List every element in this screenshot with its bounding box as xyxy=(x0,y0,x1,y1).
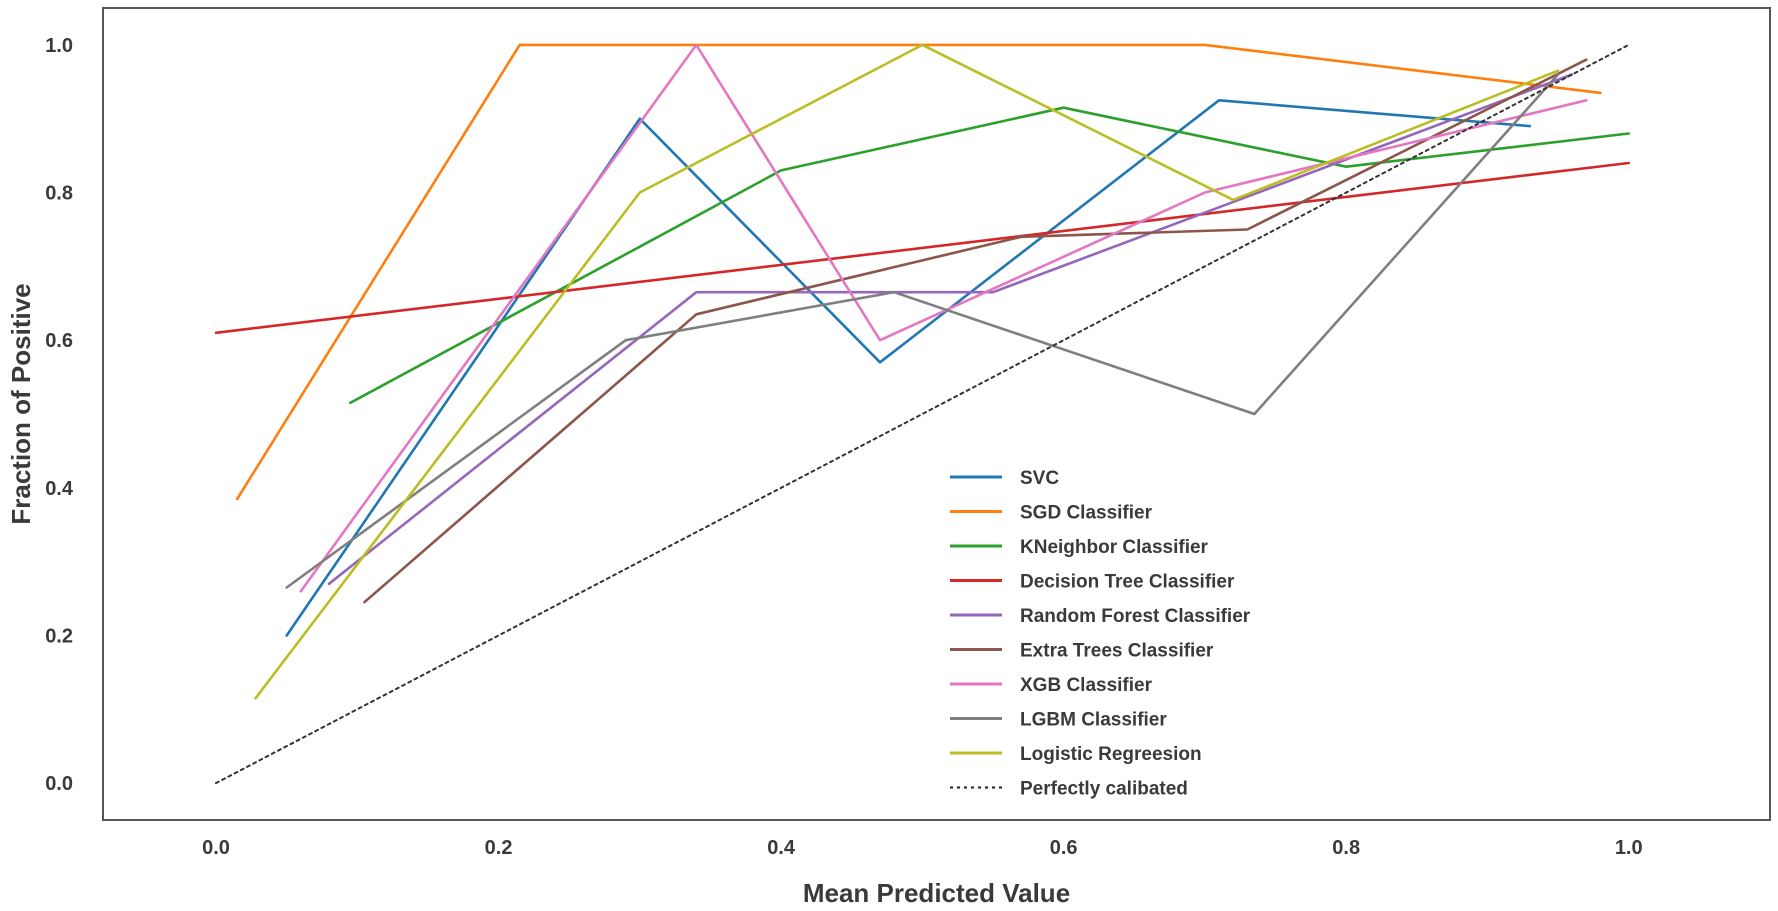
y-tick-label: 1.0 xyxy=(45,35,73,57)
series-line-kneighbor-classifier xyxy=(348,106,1630,405)
legend-label: Extra Trees Classifier xyxy=(1020,641,1214,662)
series-line-sgd-classifier xyxy=(235,43,1602,501)
series-line-extra-trees-classifier xyxy=(363,58,1588,604)
series-line-logistic-regreesion xyxy=(254,43,1560,700)
series-line-svc xyxy=(285,99,1532,637)
y-tick-label: 0.2 xyxy=(45,625,73,647)
x-axis-title: Mean Predicted Value xyxy=(803,878,1070,908)
y-tick-label: 0.4 xyxy=(45,478,74,500)
legend-label: Decision Tree Classifier xyxy=(1020,572,1235,593)
x-tick-label: 0.8 xyxy=(1332,837,1360,859)
y-tick-label: 0.0 xyxy=(45,773,73,795)
plot-frame xyxy=(102,7,1771,821)
legend-label: SVC xyxy=(1020,468,1059,489)
legend-label: LGBM Classifier xyxy=(1020,710,1167,731)
series-line-random-forest-classifier xyxy=(327,73,1574,586)
x-tick-label: 0.0 xyxy=(202,837,230,859)
legend-label: KNeighbor Classifier xyxy=(1020,537,1209,558)
x-tick-label: 0.6 xyxy=(1050,837,1078,859)
series-line-perfectly-calibated xyxy=(215,43,1630,785)
series-line-decision-tree-classifier xyxy=(214,161,1630,335)
y-axis-title: Fraction of Positive xyxy=(6,283,36,524)
y-tick-label: 0.8 xyxy=(45,183,73,205)
legend-label: XGB Classifier xyxy=(1020,675,1153,696)
x-tick-label: 0.4 xyxy=(767,837,796,859)
series-line-lgbm-classifier xyxy=(285,73,1560,589)
legend-label: Logistic Regreesion xyxy=(1020,744,1202,765)
legend-label: Perfectly calibated xyxy=(1020,779,1188,800)
x-tick-label: 0.2 xyxy=(485,837,513,859)
legend-label: Random Forest Classifier xyxy=(1020,606,1251,627)
y-tick-label: 0.6 xyxy=(45,330,73,352)
legend-label: SGD Classifier xyxy=(1020,503,1153,524)
x-tick-label: 1.0 xyxy=(1615,837,1643,859)
